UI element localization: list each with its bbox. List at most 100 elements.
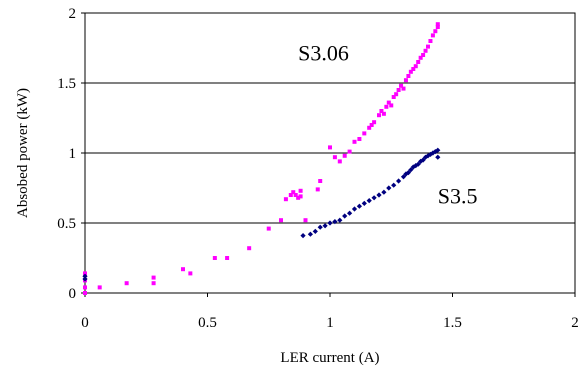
y-tick-label: 0.5 xyxy=(57,216,76,232)
series-1-point xyxy=(418,55,423,60)
series-1-point xyxy=(337,159,342,164)
series-1-point xyxy=(381,111,386,116)
series-1-point xyxy=(151,281,156,286)
series-1-point xyxy=(428,39,433,43)
series-2-point xyxy=(371,195,377,201)
annotation-label: S3.06 xyxy=(298,41,349,66)
series-2-point xyxy=(347,210,353,216)
series-2-point xyxy=(418,158,424,164)
series-1-point xyxy=(421,53,426,57)
series-2-point xyxy=(366,198,372,204)
series-1-point xyxy=(362,131,367,136)
x-tick-label: 0 xyxy=(81,315,89,331)
series-2-point xyxy=(408,167,414,173)
series-1-point xyxy=(423,48,428,53)
series-1-point xyxy=(83,291,87,295)
series-1-point xyxy=(433,29,438,34)
series-1-point xyxy=(188,271,193,276)
series-2-point xyxy=(82,276,88,282)
series-2-point xyxy=(312,228,318,234)
series-2-point xyxy=(435,154,441,160)
series-2-point xyxy=(435,147,441,153)
series-2-point xyxy=(430,150,436,156)
series-1-point xyxy=(367,125,372,130)
series-1-point xyxy=(296,195,301,200)
series-1-point xyxy=(369,123,374,127)
x-tick-label: 0.5 xyxy=(198,315,217,331)
series-1-point xyxy=(315,187,320,192)
series-1-point xyxy=(352,139,357,144)
series-1-point xyxy=(377,113,381,118)
series-2-point xyxy=(420,157,426,163)
series-2-point xyxy=(337,217,343,223)
series-2-point xyxy=(400,174,407,180)
series-1-point xyxy=(435,22,440,27)
series-2-point xyxy=(415,161,421,167)
series-2-point xyxy=(386,185,392,191)
tick-labels: 0 0.5 1 1.5 2 0 0.5 1 1.5 2 xyxy=(57,6,579,331)
series-2-point xyxy=(300,233,306,239)
series-1-point xyxy=(279,218,283,223)
series-1-point xyxy=(391,95,396,99)
y-tick-label: 0 xyxy=(69,286,77,302)
series-1-point xyxy=(225,256,230,260)
series-1-point xyxy=(332,155,337,160)
series-1-point xyxy=(342,153,347,158)
series-1-point xyxy=(283,197,288,202)
series-2-point xyxy=(396,178,402,184)
annotation-label: S3.5 xyxy=(438,183,478,208)
series-2-point xyxy=(432,149,438,155)
series-1-point xyxy=(212,256,217,260)
y-tick-label: 1 xyxy=(69,146,77,162)
series-2-point xyxy=(322,223,328,229)
series-1-point xyxy=(384,104,389,109)
series-1-point xyxy=(124,281,129,286)
y-tick-label: 1.5 xyxy=(57,76,76,92)
series-1-point xyxy=(266,226,271,231)
series-1-point xyxy=(435,25,440,29)
series-2-point xyxy=(317,224,323,230)
series-1-point xyxy=(413,64,418,69)
series-1-point xyxy=(411,67,416,71)
series-2-point xyxy=(376,192,382,198)
series-1-point xyxy=(399,83,404,88)
series-2-point xyxy=(410,164,416,170)
series-2-point xyxy=(307,231,313,237)
annotations: S3.06 S3.5 xyxy=(298,41,477,209)
series-1-point xyxy=(416,60,421,64)
x-axis-title: LER current (A) xyxy=(280,350,379,366)
axes xyxy=(81,12,576,297)
series-1-point xyxy=(303,218,308,223)
series-1-point xyxy=(389,103,394,108)
y-axis-title: Absobed power (kW) xyxy=(15,88,31,218)
series-2-point xyxy=(82,273,88,279)
series-1-point xyxy=(328,145,332,150)
series-2-point xyxy=(342,213,348,219)
series-2-point xyxy=(391,182,397,188)
series-1-point xyxy=(293,193,298,197)
series-1-point xyxy=(181,267,185,272)
x-tick-label: 1 xyxy=(326,315,334,331)
series-2-point xyxy=(351,206,358,212)
series-2-point xyxy=(327,220,333,226)
series-1-point xyxy=(151,275,156,280)
x-tick-label: 1.5 xyxy=(443,315,462,331)
series-1-point xyxy=(379,109,384,113)
series-1-point xyxy=(83,285,87,290)
series-1-point xyxy=(347,149,352,154)
series-1-point xyxy=(357,137,362,141)
series-2-point xyxy=(332,219,338,225)
series-1-point xyxy=(83,271,87,276)
series-1-point xyxy=(97,285,102,290)
series-1-point xyxy=(288,193,293,197)
series-1-point xyxy=(386,100,391,105)
series-1-point xyxy=(406,74,411,78)
series-1-point xyxy=(394,92,399,97)
series-1-point xyxy=(298,194,303,199)
series-1-point xyxy=(426,44,430,49)
series-1-point xyxy=(372,120,377,125)
series-2-point xyxy=(422,154,429,160)
series-1-point xyxy=(318,179,323,183)
series-2-point xyxy=(356,203,362,209)
